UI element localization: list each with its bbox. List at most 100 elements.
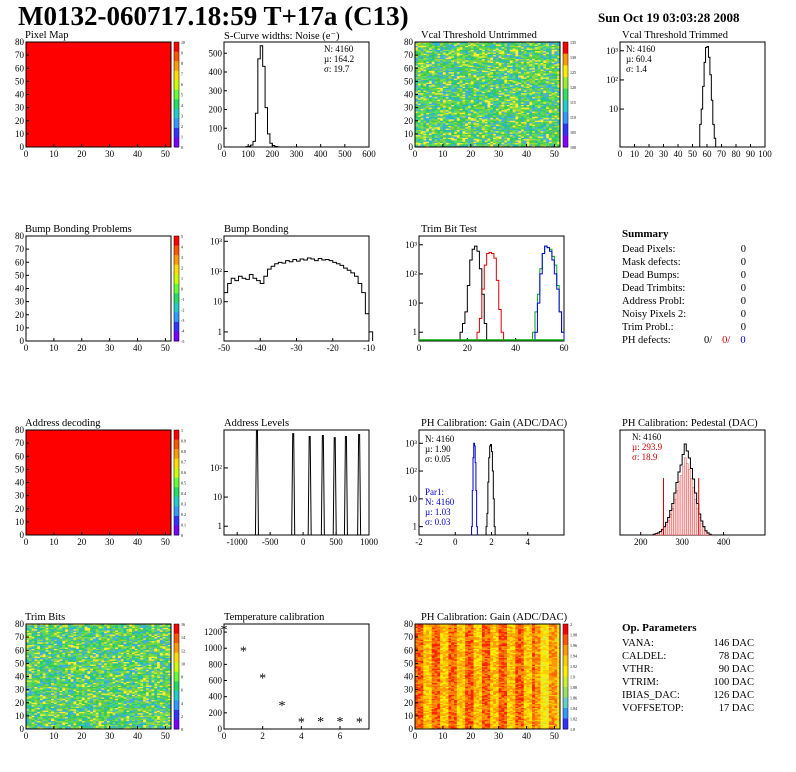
heatmap-cell bbox=[526, 53, 530, 56]
heatmap-cell bbox=[440, 81, 444, 84]
heatmap-cell bbox=[434, 42, 438, 44]
heatmap-cell bbox=[428, 99, 433, 102]
heatmap-cell bbox=[479, 105, 483, 107]
heatmap-cell bbox=[495, 43, 500, 46]
heatmap-cell bbox=[470, 61, 474, 64]
heatmap-cell bbox=[445, 129, 449, 132]
heatmap-cell bbox=[518, 47, 522, 49]
heatmap-cell bbox=[520, 137, 525, 140]
heatmap-cell bbox=[467, 51, 472, 53]
heatmap-cell bbox=[557, 74, 561, 77]
heatmap-cell bbox=[420, 60, 424, 63]
heatmap-cell bbox=[448, 80, 452, 82]
heatmap-cell bbox=[537, 78, 541, 81]
heatmap-cell bbox=[415, 56, 419, 59]
heatmap-cell bbox=[448, 49, 452, 52]
heatmap-cell bbox=[434, 140, 438, 143]
heatmap-cell bbox=[131, 631, 136, 634]
heatmap-cell bbox=[465, 66, 469, 69]
heatmap-cell bbox=[481, 133, 486, 136]
heatmap-cell bbox=[484, 97, 488, 99]
heatmap-cell bbox=[451, 56, 455, 59]
heatmap-cell bbox=[490, 57, 494, 60]
heatmap-cell bbox=[476, 69, 480, 72]
heatmap-cell bbox=[462, 49, 466, 52]
heatmap-cell bbox=[431, 137, 435, 140]
heatmap-cell bbox=[476, 135, 480, 137]
heatmap-cell bbox=[417, 107, 421, 110]
heatmap-cell bbox=[470, 119, 474, 122]
heatmap-cell bbox=[493, 63, 497, 65]
heatmap-cell bbox=[481, 47, 486, 49]
heatmap-cell bbox=[498, 131, 502, 133]
heatmap-cell bbox=[470, 55, 474, 57]
heatmap-cell bbox=[490, 63, 494, 65]
heatmap-cell bbox=[487, 97, 491, 99]
heatmap-cell bbox=[415, 69, 419, 72]
heatmap-cell bbox=[417, 123, 421, 126]
heatmap-cell bbox=[509, 87, 513, 90]
heatmap-cell bbox=[459, 128, 463, 131]
heatmap-cell bbox=[534, 90, 539, 93]
heatmap-cell bbox=[473, 82, 477, 85]
heatmap-cell bbox=[546, 47, 550, 49]
heatmap-cell bbox=[445, 136, 449, 139]
heatmap-cell bbox=[526, 132, 530, 135]
heatmap-cell bbox=[509, 107, 513, 110]
heatmap-cell bbox=[484, 106, 488, 109]
heatmap-cell bbox=[487, 56, 491, 59]
heatmap-cell bbox=[437, 137, 441, 140]
heatmap-cell bbox=[495, 47, 500, 49]
heatmap-cell bbox=[490, 53, 494, 56]
heatmap-cell bbox=[532, 144, 536, 147]
heatmap-cell bbox=[476, 115, 480, 118]
heatmap-cell bbox=[70, 629, 74, 631]
heatmap-cell bbox=[470, 69, 474, 72]
heatmap-cell bbox=[551, 63, 555, 65]
heatmap-cell bbox=[129, 630, 133, 633]
heatmap-cell bbox=[465, 114, 469, 116]
heatmap-cell bbox=[512, 64, 516, 67]
heatmap-cell bbox=[470, 60, 474, 63]
heatmap-cell bbox=[423, 106, 427, 109]
heatmap-cell bbox=[479, 95, 483, 98]
heatmap-cell bbox=[165, 625, 169, 628]
heatmap-cell bbox=[526, 89, 530, 91]
heatmap-cell bbox=[134, 631, 138, 634]
heatmap-cell bbox=[417, 89, 421, 91]
heatmap-cell bbox=[532, 43, 536, 46]
heatmap-cell bbox=[484, 59, 488, 61]
heatmap-cell bbox=[462, 101, 466, 103]
heatmap-cell bbox=[454, 101, 458, 103]
x-tick-label: 0 bbox=[24, 343, 29, 353]
heatmap-cell bbox=[520, 74, 525, 77]
heatmap-cell bbox=[534, 64, 539, 67]
heatmap-cell bbox=[473, 55, 477, 57]
histogram-series bbox=[245, 45, 281, 148]
heatmap-cell bbox=[470, 95, 474, 98]
heatmap-cell bbox=[462, 45, 466, 48]
x-tick-label: 40 bbox=[522, 149, 532, 159]
heatmap-cell bbox=[451, 137, 455, 140]
heatmap-cell bbox=[504, 82, 508, 85]
heatmap-cell bbox=[534, 52, 539, 55]
heatmap-cell bbox=[120, 629, 124, 631]
heatmap-cell bbox=[165, 629, 169, 631]
heatmap-cell bbox=[493, 42, 497, 44]
heatmap-cell bbox=[451, 118, 455, 120]
heatmap-cell bbox=[504, 51, 508, 53]
heatmap-cell bbox=[481, 77, 486, 80]
heatmap-cell bbox=[523, 76, 527, 78]
heatmap-cell bbox=[509, 81, 513, 84]
heatmap-cell bbox=[456, 44, 461, 47]
heatmap-cell bbox=[34, 626, 38, 629]
heatmap-cell bbox=[490, 60, 494, 63]
heatmap-cell bbox=[123, 631, 127, 634]
heatmap-cell bbox=[518, 144, 522, 147]
heatmap-cell bbox=[509, 98, 513, 101]
heatmap-cell bbox=[431, 94, 435, 97]
heatmap-cell bbox=[534, 135, 539, 137]
x-tick-label: 60 bbox=[703, 149, 713, 159]
heatmap-cell bbox=[493, 144, 497, 147]
